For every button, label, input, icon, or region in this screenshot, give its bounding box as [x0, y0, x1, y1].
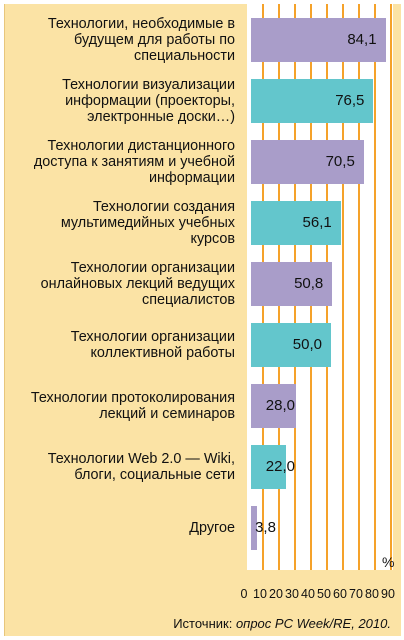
bar	[251, 79, 374, 123]
x-tick-label: 50	[317, 587, 331, 601]
category-label: Технологии дистанционного доступа к заня…	[33, 138, 235, 186]
gridline	[342, 4, 344, 570]
category-label: Технологии, необходимые в будущем для ра…	[47, 16, 235, 64]
category-label: Технологии Web 2.0 — Wiki, блоги, социал…	[47, 451, 235, 483]
bar	[251, 445, 287, 489]
bar-value-label: 56,1	[302, 214, 332, 231]
bar	[251, 384, 296, 428]
unit-label: %	[382, 554, 395, 570]
bar	[251, 262, 333, 306]
bar	[251, 323, 331, 367]
x-tick-label: 40	[301, 587, 315, 601]
category-label: Технологии создания мультимедийных учебн…	[60, 199, 235, 247]
x-tick-label: 90	[381, 587, 395, 601]
bar-value-label: 3,8	[255, 519, 276, 536]
x-tick-label: 10	[253, 587, 267, 601]
bar-value-label: 76,5	[335, 92, 365, 109]
bar	[251, 18, 386, 62]
source-note: Источник: опрос PC Week/RE, 2010.	[173, 616, 391, 631]
bar	[251, 201, 341, 245]
bar-value-label: 28,0	[265, 397, 295, 414]
x-tick-label: 30	[285, 587, 299, 601]
x-tick-label: 0	[240, 587, 248, 601]
category-label: Другое	[189, 520, 235, 536]
bar-value-label: 22,0	[265, 458, 295, 475]
category-label: Технологии протоколирования лекций и сем…	[30, 390, 235, 422]
bar-value-label: 50,8	[294, 275, 324, 292]
x-tick-label: 80	[365, 587, 379, 601]
category-label: Технологии визуализации информации (прое…	[62, 77, 235, 125]
category-label: Технологии организации коллективной рабо…	[70, 329, 235, 361]
gridline	[390, 4, 392, 570]
bar	[251, 506, 258, 550]
x-tick-label: 20	[269, 587, 283, 601]
source-prefix: Источник:	[173, 616, 236, 631]
x-tick-label: 70	[349, 587, 363, 601]
gridline	[358, 4, 360, 570]
bar-value-label: 70,5	[325, 153, 355, 170]
chart-frame: Технологии, необходимые в будущем для ра…	[4, 4, 401, 636]
x-tick-label: 60	[333, 587, 347, 601]
bar-value-label: 84,1	[347, 31, 377, 48]
bar-value-label: 50,0	[292, 336, 322, 353]
gridline	[374, 4, 376, 570]
bar	[251, 140, 364, 184]
source-text: опрос PC Week/RE, 2010.	[235, 616, 391, 631]
category-label: Технологии организации онлайновых лекций…	[40, 260, 235, 308]
